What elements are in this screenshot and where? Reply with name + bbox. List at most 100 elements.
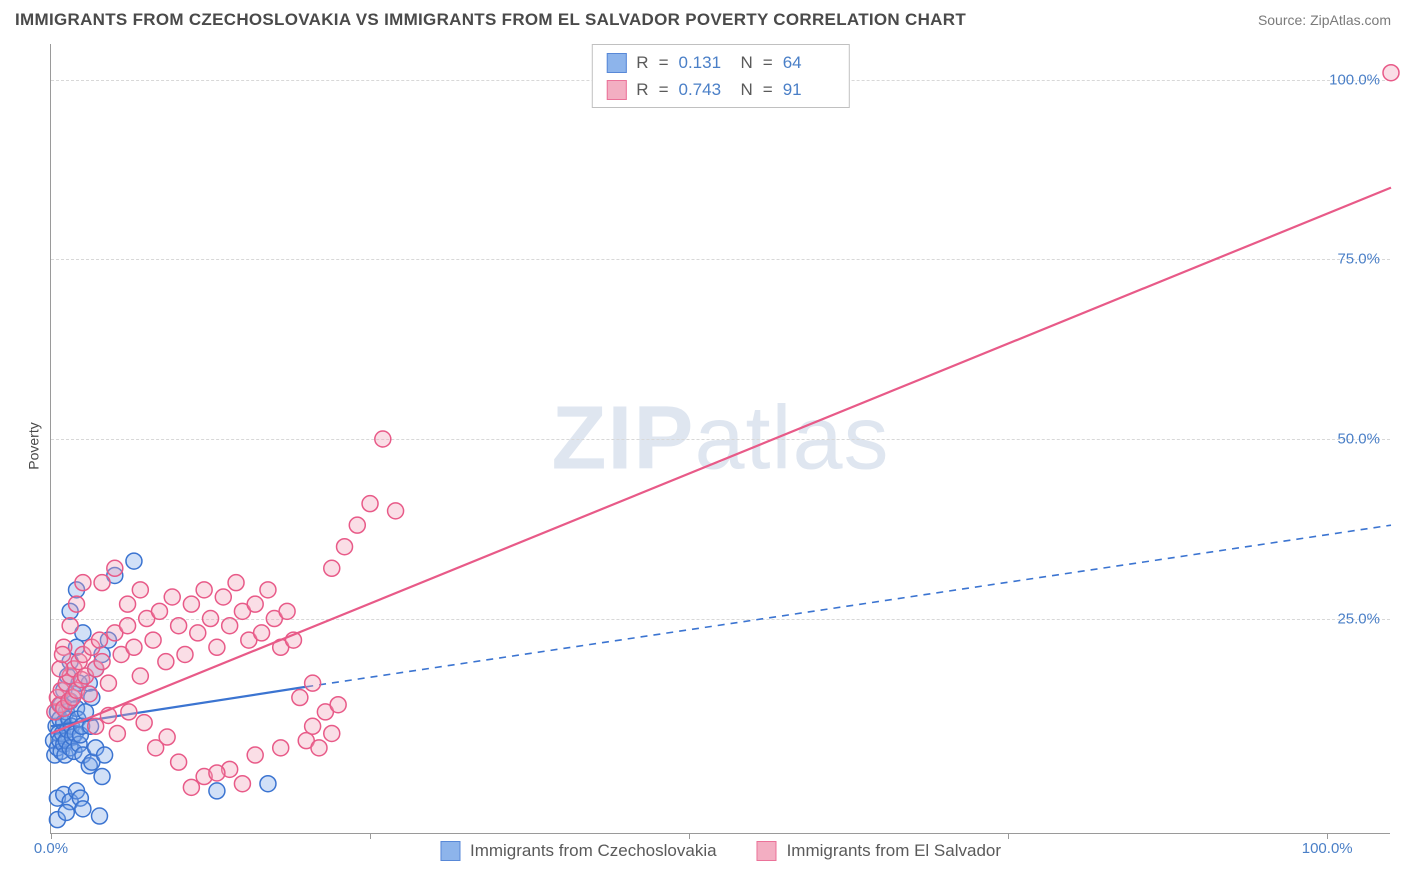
scatter-point-czech: [94, 769, 110, 785]
scatter-point-elsalvador: [132, 668, 148, 684]
stat-n-label2: N: [741, 76, 753, 103]
scatter-point-elsalvador: [183, 596, 199, 612]
stats-row-elsalvador: R = 0.743 N = 91: [606, 76, 834, 103]
scatter-point-elsalvador: [215, 589, 231, 605]
scatter-point-czech: [58, 804, 74, 820]
source-label: Source: ZipAtlas.com: [1258, 12, 1391, 28]
scatter-point-elsalvador: [375, 431, 391, 447]
scatter-point-elsalvador: [62, 618, 78, 634]
legend-swatch-elsalvador: [757, 841, 777, 861]
stat-eq: =: [659, 49, 669, 76]
scatter-point-czech: [126, 553, 142, 569]
scatter-point-elsalvador: [159, 729, 175, 745]
scatter-point-elsalvador: [54, 646, 70, 662]
scatter-point-elsalvador: [196, 582, 212, 598]
scatter-point-elsalvador: [177, 646, 193, 662]
xtick-mark: [1008, 833, 1009, 839]
legend-item-elsalvador: Immigrants from El Salvador: [757, 841, 1001, 861]
scatter-point-elsalvador: [151, 603, 167, 619]
stat-n-label: N: [741, 49, 753, 76]
stat-n-val-czech: 64: [783, 49, 835, 76]
scatter-point-elsalvador: [88, 718, 104, 734]
scatter-point-elsalvador: [222, 618, 238, 634]
scatter-point-elsalvador: [136, 715, 152, 731]
scatter-point-elsalvador: [362, 496, 378, 512]
scatter-point-elsalvador: [209, 765, 225, 781]
scatter-point-elsalvador: [1383, 65, 1399, 81]
scatter-point-elsalvador: [100, 675, 116, 691]
chart-title: IMMIGRANTS FROM CZECHOSLOVAKIA VS IMMIGR…: [15, 10, 966, 30]
scatter-point-elsalvador: [52, 661, 68, 677]
source-name: ZipAtlas.com: [1310, 12, 1391, 28]
scatter-point-elsalvador: [126, 639, 142, 655]
scatter-point-elsalvador: [107, 560, 123, 576]
scatter-point-elsalvador: [121, 704, 137, 720]
legend-swatch-czech: [440, 841, 460, 861]
scatter-point-elsalvador: [247, 747, 263, 763]
xtick-label: 100.0%: [1302, 840, 1353, 857]
swatch-czech: [606, 53, 626, 73]
scatter-point-elsalvador: [109, 725, 125, 741]
stat-n-val-elsalvador: 91: [783, 76, 835, 103]
scatter-point-elsalvador: [132, 582, 148, 598]
scatter-point-elsalvador: [324, 725, 340, 741]
scatter-point-elsalvador: [145, 632, 161, 648]
legend-label-elsalvador: Immigrants from El Salvador: [787, 841, 1001, 861]
bottom-legend: Immigrants from Czechoslovakia Immigrant…: [440, 841, 1001, 861]
stat-eq2: =: [763, 49, 773, 76]
swatch-elsalvador: [606, 80, 626, 100]
legend-item-czech: Immigrants from Czechoslovakia: [440, 841, 717, 861]
scatter-point-elsalvador: [388, 503, 404, 519]
source-prefix: Source:: [1258, 12, 1310, 28]
scatter-point-elsalvador: [164, 589, 180, 605]
stat-r-label2: R: [636, 76, 648, 103]
scatter-point-elsalvador: [305, 718, 321, 734]
xtick-mark: [689, 833, 690, 839]
regression-dash-czech: [306, 525, 1391, 687]
scatter-point-elsalvador: [209, 639, 225, 655]
scatter-point-elsalvador: [349, 517, 365, 533]
scatter-point-elsalvador: [234, 776, 250, 792]
scatter-point-czech: [260, 776, 276, 792]
stat-r-label: R: [636, 49, 648, 76]
scatter-point-elsalvador: [247, 596, 263, 612]
scatter-point-elsalvador: [120, 596, 136, 612]
stats-row-czech: R = 0.131 N = 64: [606, 49, 834, 76]
scatter-point-elsalvador: [94, 575, 110, 591]
scatter-point-elsalvador: [190, 625, 206, 641]
stat-eq3: =: [659, 76, 669, 103]
xtick-mark: [370, 833, 371, 839]
scatter-point-elsalvador: [158, 654, 174, 670]
regression-line-elsalvador: [51, 188, 1391, 734]
scatter-point-elsalvador: [171, 754, 187, 770]
scatter-point-elsalvador: [228, 575, 244, 591]
scatter-point-czech: [209, 783, 225, 799]
scatter-point-elsalvador: [120, 618, 136, 634]
scatter-point-elsalvador: [337, 539, 353, 555]
stat-eq4: =: [763, 76, 773, 103]
scatter-point-czech: [75, 801, 91, 817]
xtick-mark: [51, 833, 52, 839]
scatter-point-elsalvador: [292, 690, 308, 706]
scatter-point-elsalvador: [183, 779, 199, 795]
scatter-point-elsalvador: [203, 611, 219, 627]
scatter-point-elsalvador: [81, 686, 97, 702]
title-bar: IMMIGRANTS FROM CZECHOSLOVAKIA VS IMMIGR…: [15, 10, 1391, 30]
plot-area: ZIPatlas 25.0%50.0%75.0%100.0%0.0%100.0%…: [50, 44, 1390, 834]
legend-label-czech: Immigrants from Czechoslovakia: [470, 841, 717, 861]
scatter-point-elsalvador: [75, 575, 91, 591]
scatter-point-elsalvador: [254, 625, 270, 641]
scatter-point-elsalvador: [171, 618, 187, 634]
scatter-point-elsalvador: [91, 632, 107, 648]
xtick-label: 0.0%: [34, 840, 68, 857]
scatter-point-elsalvador: [94, 654, 110, 670]
scatter-point-elsalvador: [330, 697, 346, 713]
scatter-point-elsalvador: [273, 740, 289, 756]
stats-box: R = 0.131 N = 64 R = 0.743 N = 91: [591, 44, 849, 108]
scatter-point-elsalvador: [279, 603, 295, 619]
scatter-point-elsalvador: [305, 675, 321, 691]
xtick-mark: [1327, 833, 1328, 839]
chart-svg: [51, 44, 1390, 833]
scatter-point-elsalvador: [311, 740, 327, 756]
scatter-point-czech: [97, 747, 113, 763]
